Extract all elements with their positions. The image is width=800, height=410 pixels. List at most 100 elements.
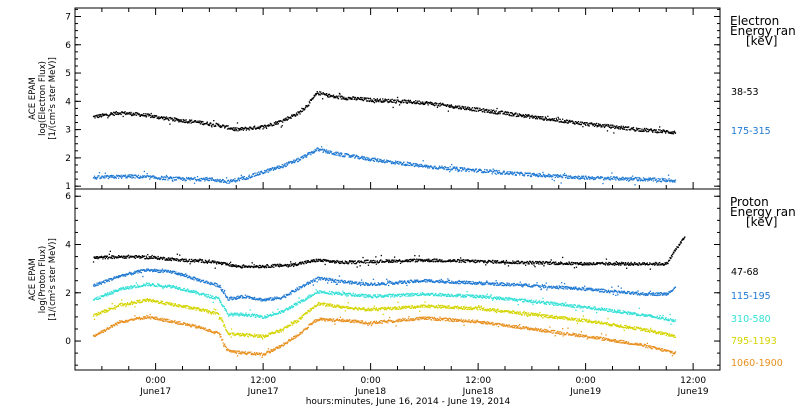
data-point	[667, 260, 670, 262]
data-point	[533, 284, 536, 286]
data-point	[560, 286, 562, 288]
data-point	[441, 104, 443, 106]
data-point	[423, 103, 425, 106]
data-point	[258, 171, 260, 173]
data-point	[358, 97, 360, 99]
data-point	[567, 177, 569, 179]
data-point	[484, 168, 486, 171]
data-point	[539, 118, 541, 120]
data-point	[652, 264, 654, 266]
data-point	[484, 282, 486, 284]
data-point	[327, 93, 330, 96]
data-point	[585, 176, 587, 178]
data-point	[99, 281, 101, 283]
data-point	[476, 260, 478, 262]
data-point	[338, 154, 341, 156]
data-point	[185, 258, 187, 260]
data-point	[537, 284, 539, 287]
data-point	[612, 124, 614, 126]
data-point	[216, 283, 218, 285]
data-point	[653, 293, 655, 295]
data-point	[256, 174, 258, 176]
data-point	[227, 125, 229, 127]
data-point	[666, 292, 668, 294]
data-point	[125, 287, 128, 289]
data-point	[303, 285, 306, 288]
data-point	[360, 279, 363, 281]
data-point	[373, 283, 375, 286]
data-point	[501, 284, 503, 287]
data-point	[421, 103, 423, 105]
data-point	[611, 286, 613, 288]
data-point	[674, 249, 676, 251]
data-point	[219, 126, 221, 128]
data-point	[397, 99, 399, 101]
data-point	[115, 275, 117, 278]
data-point	[281, 125, 283, 127]
data-point	[619, 290, 621, 293]
data-point	[105, 176, 107, 178]
data-point	[571, 261, 573, 263]
data-point	[258, 127, 260, 129]
data-point	[141, 113, 143, 116]
data-point	[416, 280, 418, 282]
data-point	[193, 121, 195, 123]
data-point	[154, 256, 156, 258]
data-point	[460, 257, 462, 259]
data-point	[228, 264, 230, 267]
data-point	[536, 173, 538, 175]
data-point	[371, 283, 373, 285]
data-point	[325, 260, 327, 262]
data-point	[292, 262, 294, 265]
data-point	[561, 282, 563, 284]
data-point	[586, 289, 588, 291]
data-point	[237, 130, 239, 132]
data-point	[666, 130, 669, 132]
data-point	[479, 169, 481, 171]
data-point	[625, 126, 627, 128]
data-point	[240, 127, 242, 129]
data-point	[564, 121, 567, 124]
data-point	[386, 278, 388, 280]
data-point	[97, 298, 100, 300]
data-point	[190, 122, 192, 124]
data-point	[616, 290, 618, 293]
data-point	[293, 113, 296, 116]
data-point	[465, 170, 467, 172]
data-point	[304, 154, 307, 156]
legend-title-line: Energy ran	[730, 24, 796, 38]
data-point	[614, 127, 616, 130]
data-point	[399, 281, 402, 283]
data-point	[154, 270, 156, 272]
data-point	[395, 259, 398, 262]
data-point	[271, 299, 273, 301]
data-point	[570, 177, 572, 179]
data-point	[462, 260, 464, 263]
data-point	[165, 258, 168, 260]
data-point	[526, 172, 528, 175]
data-point	[295, 290, 297, 292]
data-point	[263, 266, 265, 268]
data-point	[316, 259, 318, 261]
data-point	[140, 257, 142, 259]
data-point	[631, 175, 634, 177]
data-point	[515, 112, 517, 114]
data-point	[505, 259, 508, 262]
data-point	[189, 277, 191, 279]
data-point	[156, 257, 158, 260]
data-point	[653, 130, 655, 132]
data-point	[605, 124, 608, 127]
data-point	[195, 278, 198, 280]
data-point	[429, 281, 432, 283]
data-point	[578, 175, 580, 178]
data-point	[93, 298, 96, 301]
data-point	[507, 112, 510, 114]
data-point	[364, 282, 367, 284]
data-point	[245, 178, 247, 180]
data-point	[306, 106, 308, 108]
data-point	[465, 168, 468, 171]
data-point	[529, 172, 531, 174]
data-point	[635, 177, 638, 179]
data-point	[359, 98, 361, 100]
data-point	[431, 103, 434, 105]
